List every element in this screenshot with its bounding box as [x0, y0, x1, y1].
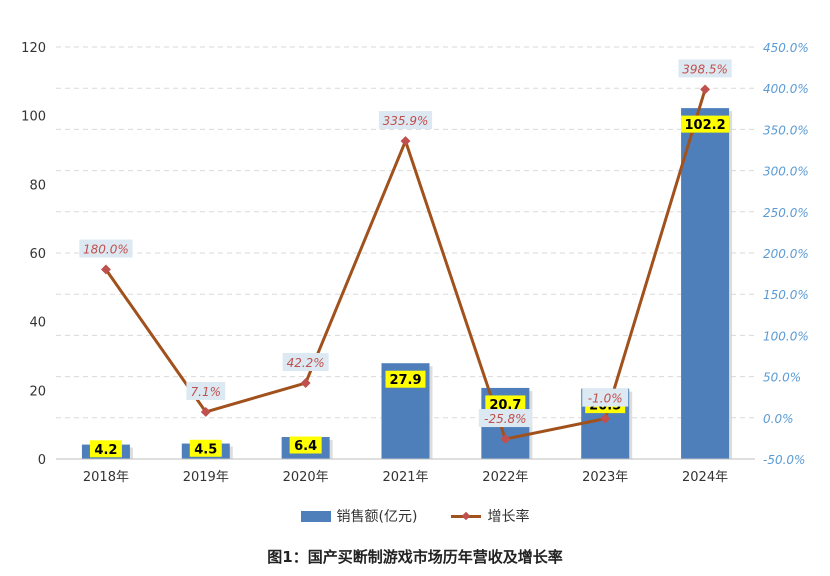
y2-tick-label: 200.0% [763, 247, 809, 261]
y2-tick-label: 300.0% [763, 165, 809, 179]
y-tick-label: 0 [38, 453, 46, 468]
y-tick-label: 20 [29, 384, 46, 399]
growth-value-label-bg [186, 381, 226, 400]
growth-value-label: -25.8% [484, 412, 526, 426]
y2-tick-label: 150.0% [763, 288, 809, 302]
growth-value-label-bg [79, 239, 133, 258]
x-tick-label: 2023年 [582, 470, 628, 485]
bar-value-label-bg [681, 115, 730, 133]
growth-value-label-bg [582, 388, 629, 407]
growth-value-label-bg [478, 409, 532, 428]
legend-label-growth: 增长率 [487, 509, 530, 525]
growth-marker [700, 84, 711, 95]
y-tick-label: 120 [21, 41, 46, 56]
figure-caption: 图1：国产买断制游戏市场历年营收及增长率 [267, 548, 563, 566]
growth-value-label: 180.0% [83, 242, 129, 256]
bar-value-label: 6.4 [294, 439, 317, 454]
growth-value-label: 335.9% [383, 114, 429, 128]
legend-item-growth[interactable]: 增长率 [451, 506, 529, 526]
bar-value-label: 4.5 [194, 442, 217, 457]
y-tick-label: 100 [21, 110, 46, 125]
bar-value-label: 27.9 [389, 373, 421, 388]
growth-value-label: 7.1% [191, 385, 222, 399]
legend: 销售额(亿元) 增长率 [0, 506, 830, 526]
bar-value-label-bg [385, 370, 426, 388]
combo-chart: 4.24.56.427.920.720.5102.2180.0%7.1%42.2… [21, 41, 809, 485]
x-tick-label: 2024年 [682, 470, 728, 485]
growth-marker [200, 406, 211, 417]
axes: 0 20 40 60 80 100 120 -50.0% 0.0% 50.0% 100.0% 150.… [21, 41, 809, 485]
legend-bar-swatch [300, 510, 331, 522]
bar-value-label: 102.2 [685, 118, 726, 133]
growth-value-label-bg [678, 59, 732, 78]
y-tick-label: 40 [29, 316, 46, 331]
legend-item-sales[interactable]: 销售额(亿元) [300, 506, 418, 526]
x-tick-label: 2018年 [83, 470, 129, 485]
bar-value-label-bg [189, 439, 222, 457]
growth-marker [500, 434, 511, 445]
bar-series [81, 108, 733, 459]
data-labels: 4.24.56.427.920.720.5102.2180.0%7.1%42.2… [79, 59, 732, 458]
bar [681, 108, 730, 459]
growth-marker [300, 378, 311, 388]
growth-value-label: 42.2% [287, 356, 325, 370]
legend-label-sales: 销售额(亿元) [336, 509, 418, 525]
growth-marker [400, 136, 411, 146]
growth-value-label-bg [378, 111, 433, 130]
legend-line-swatch [451, 511, 482, 522]
y-tick-label: 80 [29, 178, 46, 193]
y2-tick-label: -50.0% [763, 453, 805, 467]
y2-tick-label: 450.0% [763, 41, 809, 55]
bar-value-label-bg [485, 395, 526, 413]
bar-value-label-bg [89, 440, 122, 458]
line-series [100, 84, 711, 445]
y2-tick-label: 0.0% [763, 412, 794, 426]
x-tick-label: 2022年 [482, 470, 528, 485]
y2-tick-label: 100.0% [763, 329, 809, 343]
y2-tick-label: 400.0% [763, 82, 809, 96]
growth-value-label: -1.0% [588, 392, 623, 406]
bar-value-label: 4.2 [94, 443, 117, 458]
x-tick-label: 2019年 [183, 470, 229, 485]
y2-tick-label: 250.0% [763, 206, 809, 220]
growth-value-label-bg [282, 353, 329, 372]
x-tick-label: 2020年 [283, 470, 329, 485]
x-tick-label: 2021年 [382, 470, 428, 485]
y2-tick-label: 50.0% [763, 371, 801, 385]
growth-marker [600, 413, 611, 424]
y2-tick-label: 350.0% [763, 123, 809, 137]
growth-value-label: 398.5% [682, 62, 728, 76]
bar-value-label-bg [289, 436, 322, 454]
y-tick-label: 60 [29, 247, 46, 262]
